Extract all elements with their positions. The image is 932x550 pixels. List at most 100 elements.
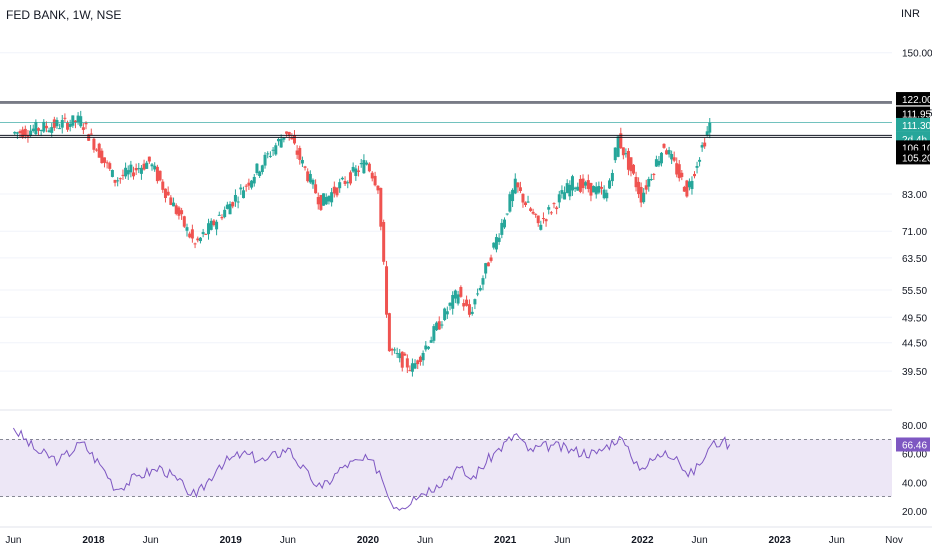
candle-body bbox=[174, 205, 178, 214]
candle-body bbox=[429, 340, 433, 343]
candle-body bbox=[44, 125, 48, 129]
candle-body bbox=[217, 214, 221, 216]
candle-body bbox=[626, 150, 630, 170]
candle-body bbox=[511, 189, 515, 202]
rsi-value-badge bbox=[896, 437, 930, 452]
candle-body bbox=[624, 153, 628, 155]
candle-body bbox=[196, 238, 200, 241]
candle-body bbox=[478, 287, 482, 291]
candle-body bbox=[204, 233, 208, 235]
candle-body bbox=[31, 128, 35, 132]
candle-body bbox=[695, 165, 699, 168]
x-tick-label: 2020 bbox=[357, 535, 380, 546]
candle-body bbox=[137, 168, 141, 170]
candle-body bbox=[610, 173, 614, 182]
x-tick-label: Jun bbox=[143, 535, 159, 546]
candle-body bbox=[60, 120, 64, 128]
candle-body bbox=[105, 162, 109, 164]
candle-body bbox=[55, 120, 59, 127]
y-tick-label: 49.50 bbox=[902, 313, 927, 324]
rsi-line bbox=[12, 427, 731, 511]
price-badge-label: 106.10 bbox=[902, 143, 932, 154]
candle-body bbox=[629, 157, 633, 172]
price-badge-label: 111.30 bbox=[902, 121, 932, 132]
candle-body bbox=[207, 223, 211, 235]
candle-body bbox=[486, 262, 490, 267]
candle-body bbox=[541, 218, 545, 220]
candle-body bbox=[632, 164, 636, 174]
candle-body bbox=[549, 212, 553, 214]
candle-body bbox=[405, 358, 409, 368]
candle-body bbox=[539, 224, 543, 230]
candle-body bbox=[354, 168, 358, 177]
candle-body bbox=[600, 186, 604, 189]
rsi-y-tick-label: 80.00 bbox=[902, 421, 927, 432]
candle-body bbox=[26, 135, 30, 137]
candle-body bbox=[552, 203, 556, 205]
candle-body bbox=[300, 159, 304, 164]
candle-body bbox=[382, 222, 386, 262]
price-badge bbox=[896, 106, 930, 121]
candle-body bbox=[592, 186, 596, 193]
candle-body bbox=[303, 166, 307, 168]
candle-body bbox=[576, 186, 580, 191]
rsi-band bbox=[0, 439, 892, 497]
candle-body bbox=[395, 353, 399, 355]
candle-body bbox=[672, 157, 676, 161]
candle-body bbox=[215, 221, 219, 230]
candle-body bbox=[172, 202, 176, 207]
candle-body bbox=[518, 187, 522, 192]
candle-body bbox=[255, 163, 259, 174]
candle-body bbox=[565, 183, 569, 193]
candle-body bbox=[116, 180, 120, 182]
candle-body bbox=[287, 131, 291, 136]
candle-body bbox=[330, 192, 334, 203]
candle-body bbox=[319, 195, 323, 210]
candle-body bbox=[158, 170, 162, 181]
candle-body bbox=[29, 130, 33, 136]
candle-body bbox=[555, 207, 559, 210]
candle-body bbox=[508, 194, 512, 212]
candle-body bbox=[408, 370, 412, 372]
candle-body bbox=[79, 116, 83, 127]
candle-body bbox=[322, 193, 326, 206]
candle-body bbox=[467, 304, 471, 315]
candle-body bbox=[89, 133, 93, 135]
candle-body bbox=[295, 150, 299, 155]
candle-body bbox=[505, 213, 509, 215]
candle-body bbox=[435, 322, 439, 331]
candle-body bbox=[47, 130, 51, 133]
candle-body bbox=[209, 220, 213, 230]
candle-body bbox=[311, 179, 315, 185]
candle-body bbox=[494, 237, 498, 250]
candle-body bbox=[667, 150, 671, 155]
x-tick-label: Jun bbox=[829, 535, 845, 546]
candle-body bbox=[274, 145, 278, 155]
candle-body bbox=[481, 278, 485, 285]
candle-body bbox=[260, 165, 264, 173]
y-tick-label: 55.50 bbox=[902, 286, 927, 297]
x-tick-label: Jun bbox=[554, 535, 570, 546]
candle-body bbox=[145, 162, 149, 169]
candle-body bbox=[63, 117, 67, 119]
candle-body bbox=[416, 360, 420, 365]
candle-body bbox=[621, 147, 625, 156]
candle-body bbox=[484, 263, 488, 274]
candle-body bbox=[637, 181, 641, 195]
candle-body bbox=[390, 348, 394, 351]
candle-body bbox=[121, 174, 125, 176]
x-tick-label: 2023 bbox=[769, 535, 792, 546]
candle-body bbox=[462, 303, 466, 307]
x-tick-label: Nov bbox=[885, 535, 903, 546]
candle-body bbox=[586, 180, 590, 189]
candle-body bbox=[503, 219, 507, 228]
candle-body bbox=[432, 326, 436, 341]
candle-body bbox=[161, 181, 165, 190]
candle-body bbox=[647, 178, 651, 187]
candle-body bbox=[665, 150, 669, 155]
candle-body bbox=[348, 172, 352, 184]
candle-body bbox=[563, 192, 567, 200]
candle-body bbox=[169, 197, 173, 205]
candle-body bbox=[573, 187, 577, 189]
